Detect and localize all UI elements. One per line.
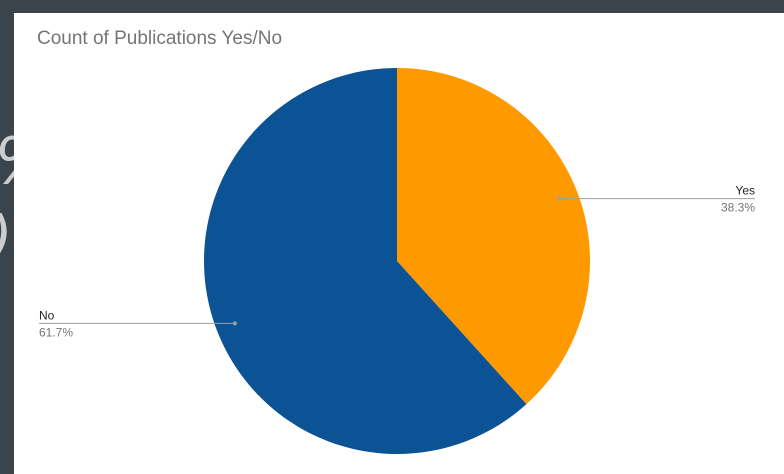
leader-dot-yes [557,196,562,201]
leader-dot-no [232,321,237,326]
pie-chart: Yes 38.3% No 61.7% [39,68,755,454]
slice-label-yes: Yes [735,184,755,198]
slice-percent-no: 61.7% [39,325,73,339]
background-glyph-2: ) [0,208,13,266]
chart-card: Count of Publications Yes/No Yes 38.3% No 6… [14,13,784,474]
slice-percent-yes: 38.3% [721,201,755,215]
chart-title: Count of Publications Yes/No [37,28,283,49]
pie-slice-yes[interactable] [397,68,591,405]
slice-label-no: No [39,308,55,322]
pie-slice-no[interactable] [204,68,527,454]
